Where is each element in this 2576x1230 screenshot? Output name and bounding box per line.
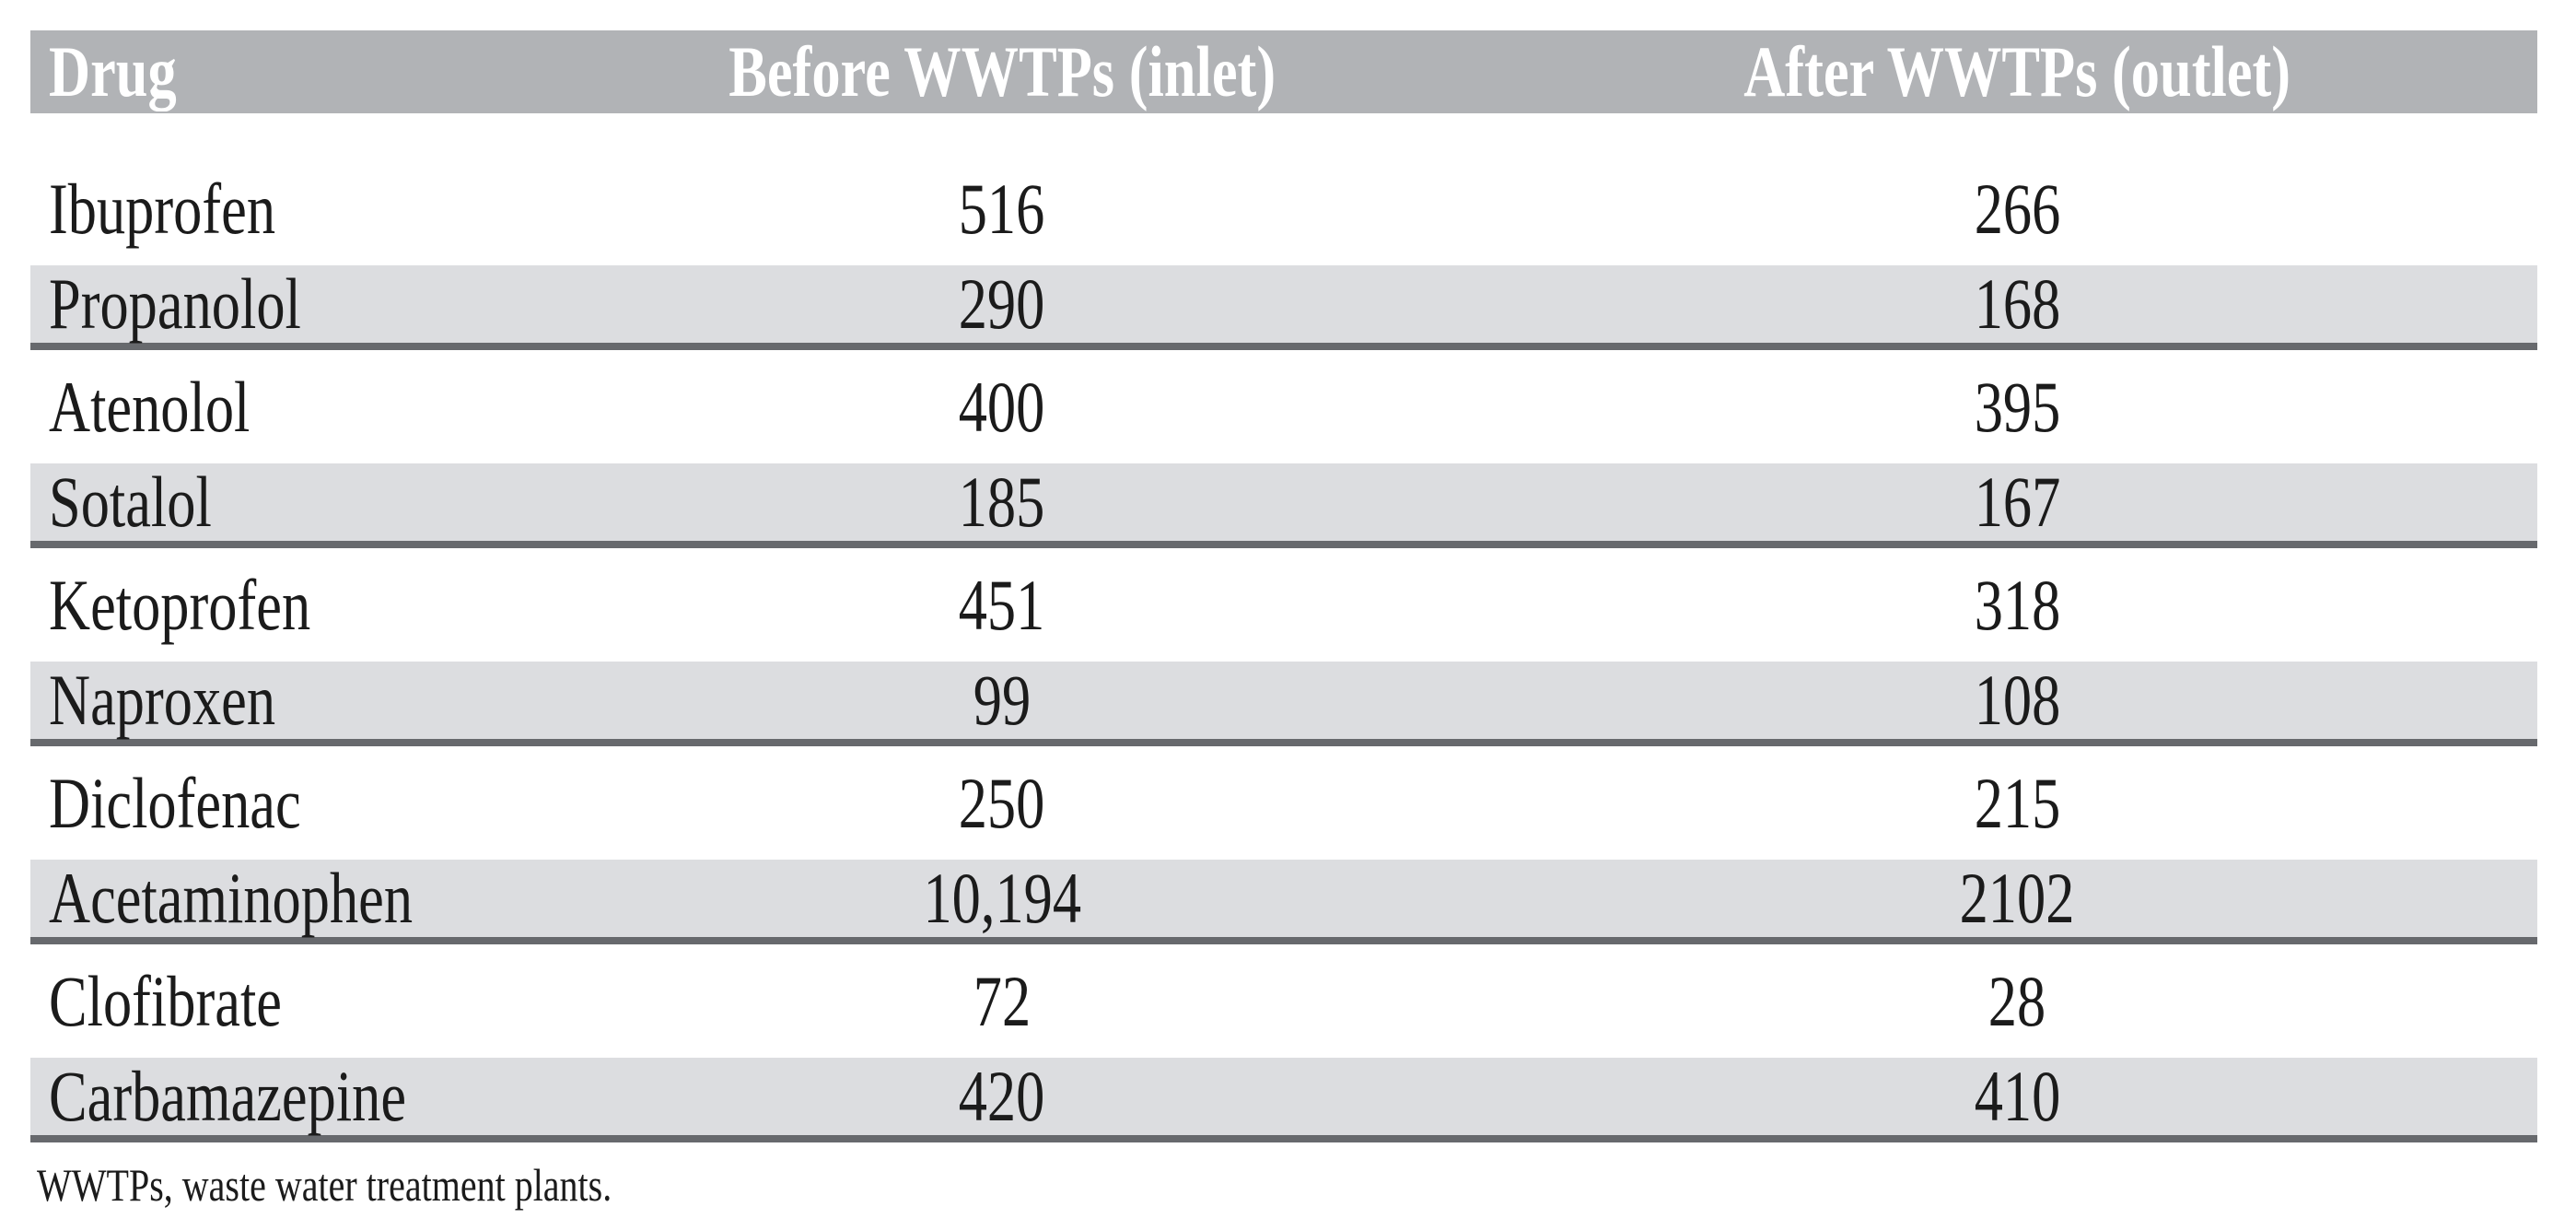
drug-name-cell: Carbamazepine [30,1058,507,1142]
outlet-value: 108 [1974,660,2060,740]
outlet-value: 215 [1974,762,2060,843]
drug-name-cell: Naproxen [30,662,507,746]
inlet-value: 99 [973,660,1031,740]
inlet-value-cell: 451 [507,548,1498,662]
drug-name-cell: Ketoprofen [30,548,507,662]
inlet-value: 400 [958,366,1045,447]
drug-name-cell: Clofibrate [30,944,507,1058]
outlet-value: 2102 [1959,858,2075,938]
column-header-inlet-label: Before WWTPs (inlet) [728,31,1276,111]
drug-name-cell: Ibuprofen [30,152,507,265]
drug-name-cell: Atenolol [30,350,507,463]
inlet-value: 290 [958,264,1045,344]
outlet-value-cell: 167 [1497,463,2537,548]
drug-name: Ibuprofen [49,168,276,249]
table-footnote-text: WWTPs, waste water treatment plants. [37,1159,612,1211]
inlet-value: 420 [958,1056,1045,1136]
inlet-value: 451 [958,564,1045,645]
outlet-value-cell: 395 [1497,350,2537,463]
drug-name: Propanolol [49,264,301,344]
inlet-value-cell: 420 [507,1056,1498,1142]
outlet-value: 395 [1974,366,2060,447]
column-header-inlet: Before WWTPs (inlet) [507,30,1498,113]
inlet-value-cell: 99 [507,660,1498,746]
outlet-value-cell: 168 [1497,265,2537,350]
outlet-value-cell: 215 [1497,746,2537,860]
outlet-value-cell: 2102 [1497,860,2537,944]
inlet-value: 250 [958,762,1045,843]
inlet-value: 10,194 [922,858,1081,938]
table-row-carbamazepine: Carbamazepine 420 410 [30,1058,2537,1142]
inlet-value-cell: 250 [507,746,1498,860]
column-header-drug: Drug [30,30,507,113]
drug-concentration-table: Drug Before WWTPs (inlet) After WWTPs (o… [30,30,2537,1142]
table-row-ketoprofen: Ketoprofen 451 318 [30,548,2537,662]
drug-name: Ketoprofen [49,564,311,645]
table-row-naproxen: Naproxen 99 108 [30,662,2537,746]
header-spacer-cell [30,113,2537,152]
inlet-value-cell: 185 [507,462,1498,548]
drug-name-cell: Diclofenac [30,746,507,860]
table-row-ibuprofen: Ibuprofen 516 266 [30,152,2537,265]
drug-name: Diclofenac [49,762,301,843]
inlet-value: 185 [958,462,1045,542]
outlet-value: 167 [1974,462,2060,542]
drug-name: Atenolol [49,366,251,447]
column-header-outlet: After WWTPs (outlet) [1497,30,2537,113]
outlet-value: 266 [1974,168,2060,249]
table-row-clofibrate: Clofibrate 72 28 [30,944,2537,1058]
inlet-value-cell: 516 [507,152,1498,265]
outlet-value: 318 [1974,564,2060,645]
table-row-atenolol: Atenolol 400 395 [30,350,2537,463]
table-row-propanolol: Propanolol 290 168 [30,265,2537,350]
drug-name: Sotalol [49,462,212,542]
drug-name: Clofibrate [49,960,282,1041]
outlet-value-cell: 108 [1497,662,2537,746]
outlet-value: 28 [1987,960,2046,1041]
outlet-value-cell: 318 [1497,548,2537,662]
drug-name-cell: Propanolol [30,265,507,350]
table-row-acetaminophen: Acetaminophen 10,194 2102 [30,860,2537,944]
drug-name-cell: Sotalol [30,463,507,548]
inlet-value-cell: 72 [507,944,1498,1058]
table-row-sotalol: Sotalol 185 167 [30,463,2537,548]
inlet-value-cell: 10,194 [507,858,1498,944]
table-header-row: Drug Before WWTPs (inlet) After WWTPs (o… [30,30,2537,113]
inlet-value-cell: 290 [507,264,1498,350]
drug-name: Naproxen [49,660,276,740]
outlet-value: 168 [1974,264,2060,344]
drug-name: Carbamazepine [49,1056,407,1136]
outlet-value: 410 [1974,1056,2060,1136]
outlet-value-cell: 410 [1497,1058,2537,1142]
drug-name-cell: Acetaminophen [30,860,507,944]
drug-name: Acetaminophen [49,858,414,938]
inlet-value: 72 [973,960,1031,1041]
outlet-value-cell: 266 [1497,152,2537,265]
header-spacer-row [30,113,2537,152]
inlet-value-cell: 400 [507,350,1498,463]
table-footnote: WWTPs, waste water treatment plants. [37,1157,755,1212]
outlet-value-cell: 28 [1497,944,2537,1058]
table-row-diclofenac: Diclofenac 250 215 [30,746,2537,860]
column-header-outlet-label: After WWTPs (outlet) [1743,31,2291,111]
column-header-drug-label: Drug [49,31,177,111]
inlet-value: 516 [958,168,1045,249]
